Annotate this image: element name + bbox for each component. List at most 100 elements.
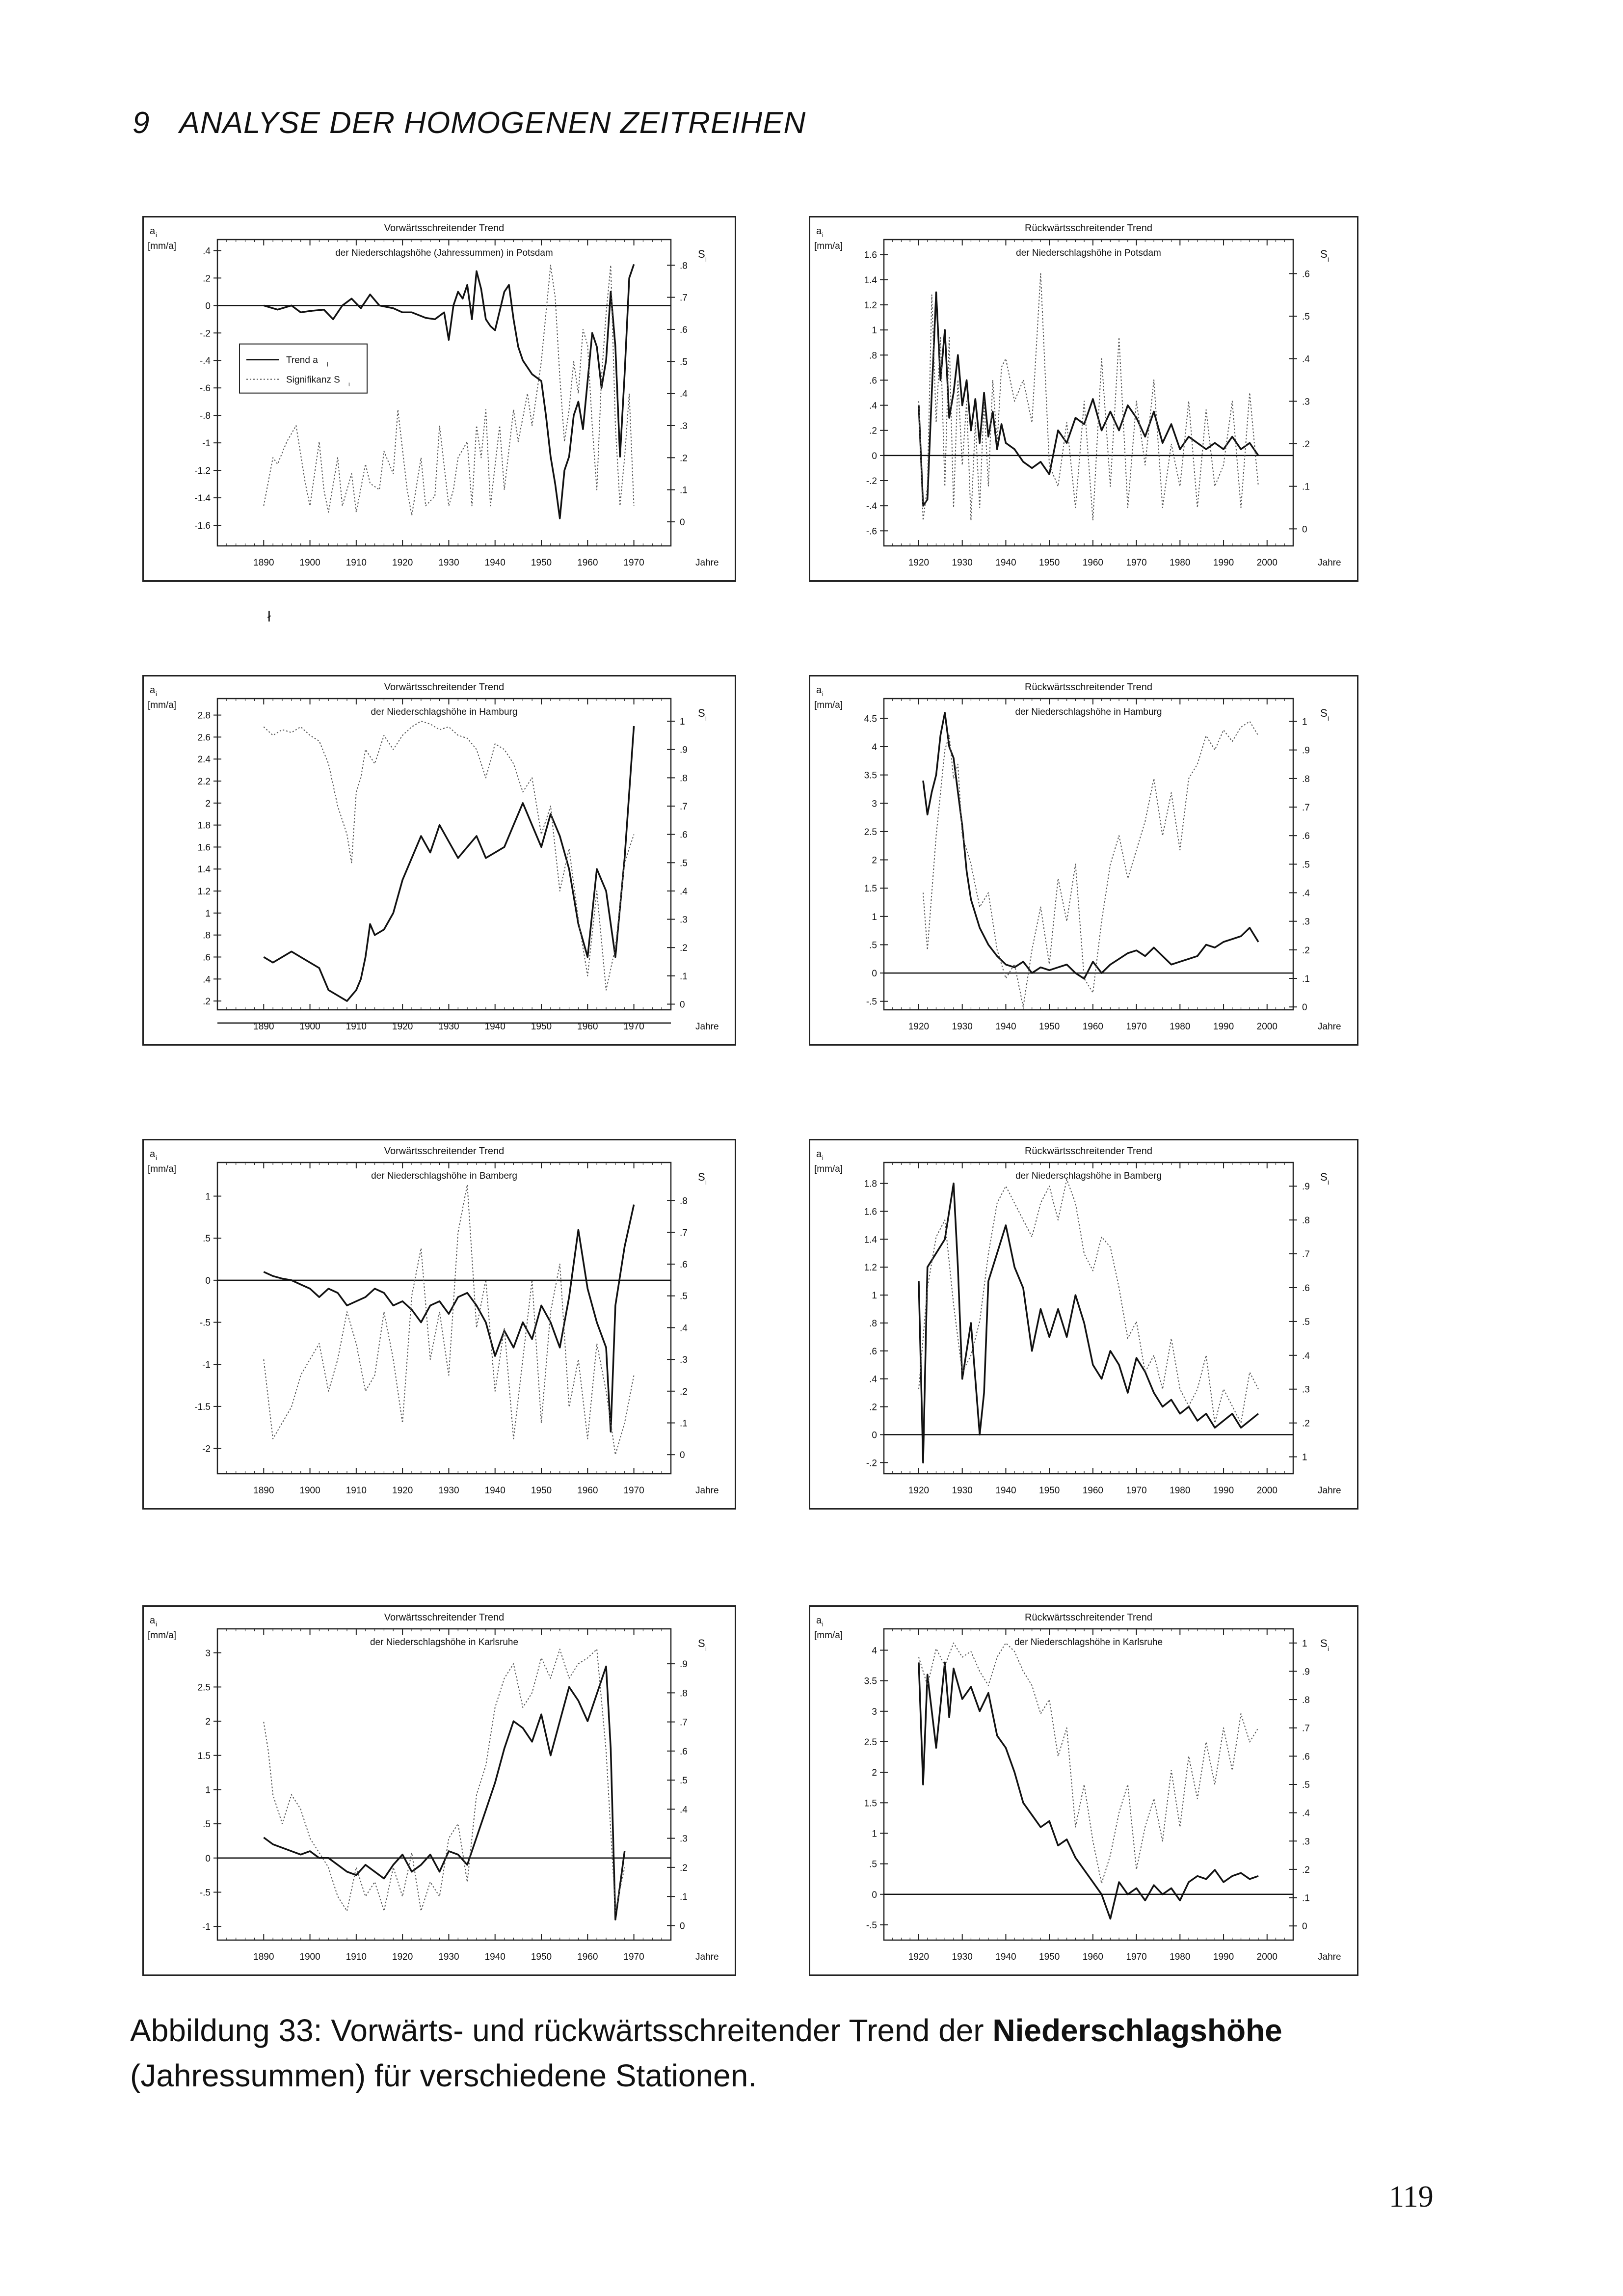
x-tick-label: 1970	[623, 558, 644, 568]
x-tick-label: 1970	[1126, 1486, 1146, 1496]
x-axis-unit: Jahre	[1318, 1952, 1341, 1962]
x-tick-label: 1920	[392, 1952, 413, 1962]
y-tick-label: -.5	[200, 1318, 211, 1328]
y2-tick-label: .8	[680, 773, 688, 783]
chart-subtitle: der Niederschlagshöhe in Bamberg	[371, 1171, 517, 1181]
plot-frame	[883, 698, 1294, 1011]
y-tick-label: 2.5	[864, 1737, 877, 1748]
x-tick-label: 1980	[1170, 1486, 1190, 1496]
x-tick-label: 1900	[299, 1022, 320, 1032]
y2-tick-label: .8	[1302, 774, 1310, 784]
y-axis-label: a	[816, 1149, 822, 1160]
y-axis-label-sub: i	[156, 1154, 157, 1162]
y2-axis-label-sub: i	[705, 1645, 707, 1652]
y2-tick-label: 0	[680, 1921, 685, 1931]
y2-tick-label: .3	[680, 421, 688, 432]
y-tick-label: .4	[869, 1375, 877, 1385]
y-axis-label: a	[150, 685, 156, 696]
y-tick-label: -1	[202, 1922, 211, 1932]
x-tick-label: 1970	[623, 1486, 644, 1496]
trend-series-line	[263, 726, 635, 1002]
y2-tick-label: .1	[1302, 1893, 1310, 1904]
y-tick-label: 1.8	[198, 821, 211, 831]
y-tick-label: 1.6	[198, 842, 211, 853]
y2-axis-label: S	[1320, 1171, 1328, 1183]
x-tick-label: 1950	[531, 1022, 552, 1032]
y-tick-label: .2	[203, 997, 211, 1007]
y-axis-label-sub: i	[822, 690, 824, 698]
y-tick-label: 2.5	[864, 827, 877, 837]
y-tick-label: .5	[203, 1819, 211, 1830]
y-tick-label: 2.4	[198, 755, 211, 765]
y-tick-label: -.2	[866, 476, 877, 486]
y-tick-label: -1.5	[194, 1402, 211, 1412]
y2-axis-label: S	[698, 1171, 705, 1183]
x-tick-label: 1930	[952, 1486, 973, 1496]
x-tick-label: 1950	[1039, 558, 1060, 568]
y2-tick-label: .8	[680, 1196, 688, 1207]
y2-tick-label: .5	[1302, 1780, 1310, 1790]
y-tick-label: 1	[205, 1192, 211, 1202]
y2-tick-label: .5	[1302, 1317, 1310, 1327]
y2-tick-label: 1	[680, 717, 685, 727]
y-tick-label: .6	[869, 1347, 877, 1357]
significance-series-line	[918, 1179, 1259, 1424]
figure-caption: Abbildung 33: Vorwärts- und rückwärtssch…	[130, 2008, 1504, 2098]
y-axis-unit: [mm/a]	[814, 1630, 843, 1641]
x-axis-unit: Jahre	[1318, 1486, 1341, 1496]
x-tick-label: 1940	[485, 558, 506, 568]
x-tick-label: 1940	[995, 558, 1016, 568]
x-tick-label: 1990	[1213, 1952, 1234, 1962]
chart-title: Vorwärtsschreitender Trend	[384, 682, 505, 693]
y2-axis-label-sub: i	[1328, 1179, 1329, 1186]
plot-frame	[216, 1628, 672, 1941]
y-tick-label: 0	[205, 1854, 211, 1864]
y-tick-label: .8	[869, 1319, 877, 1329]
significance-series-line	[922, 721, 1259, 1008]
trend-series-line	[918, 291, 1259, 507]
y-axis-label: a	[816, 226, 822, 237]
y2-tick-label: .7	[1302, 1724, 1310, 1734]
trend-series-line	[263, 264, 635, 519]
y-tick-label: 2.6	[198, 732, 211, 743]
y2-tick-label: .2	[680, 943, 688, 953]
y2-tick-label: .7	[1302, 803, 1310, 813]
x-tick-label: 2000	[1257, 1952, 1277, 1962]
x-tick-label: 1920	[908, 1022, 929, 1032]
x-tick-label: 1940	[995, 1486, 1016, 1496]
y-tick-label: 0	[205, 301, 211, 311]
y2-tick-label: .4	[1302, 1809, 1310, 1819]
x-tick-label: 1990	[1213, 1022, 1234, 1032]
y2-tick-label: .8	[680, 1688, 688, 1699]
y-tick-label: -1.6	[194, 521, 211, 531]
y2-tick-label: .5	[680, 1292, 688, 1302]
chart-hamburg-backward: Rückwärtsschreitender Trend der Niedersch…	[809, 675, 1358, 1046]
y-tick-label: 1.5	[864, 884, 877, 894]
y-tick-label: 1	[872, 1291, 877, 1301]
y-tick-label: 1.2	[198, 887, 211, 897]
y2-tick-label: .6	[1302, 1283, 1310, 1294]
x-tick-label: 1990	[1213, 1486, 1234, 1496]
y2-tick-label: .1	[1302, 974, 1310, 984]
x-axis-unit: Jahre	[695, 1486, 719, 1496]
plot-frame	[216, 1162, 672, 1475]
stray-mark: ł	[267, 609, 271, 625]
chart-subtitle: der Niederschlagshöhe in Hamburg	[371, 707, 518, 717]
significance-series-line	[263, 1184, 635, 1456]
x-tick-label: 1890	[253, 558, 274, 568]
chart-title: Rückwärtsschreitender Trend	[1025, 682, 1152, 693]
y-tick-label: 2	[872, 1768, 877, 1778]
y2-tick-label: .5	[680, 357, 688, 367]
y2-tick-label: .2	[1302, 1419, 1310, 1429]
y-tick-label: 1.8	[864, 1179, 877, 1189]
y2-tick-label: 0	[1302, 1002, 1307, 1013]
chart-title: Rückwärtsschreitender Trend	[1025, 1612, 1152, 1623]
y2-tick-label: .6	[680, 325, 688, 335]
y2-tick-label: .7	[680, 1718, 688, 1728]
x-tick-label: 1940	[485, 1486, 506, 1496]
y-axis-unit: [mm/a]	[814, 1164, 843, 1174]
x-tick-label: 1920	[908, 1952, 929, 1962]
plot-frame	[883, 1162, 1294, 1475]
y-tick-label: 2	[872, 856, 877, 866]
y-tick-label: 0	[872, 451, 877, 461]
